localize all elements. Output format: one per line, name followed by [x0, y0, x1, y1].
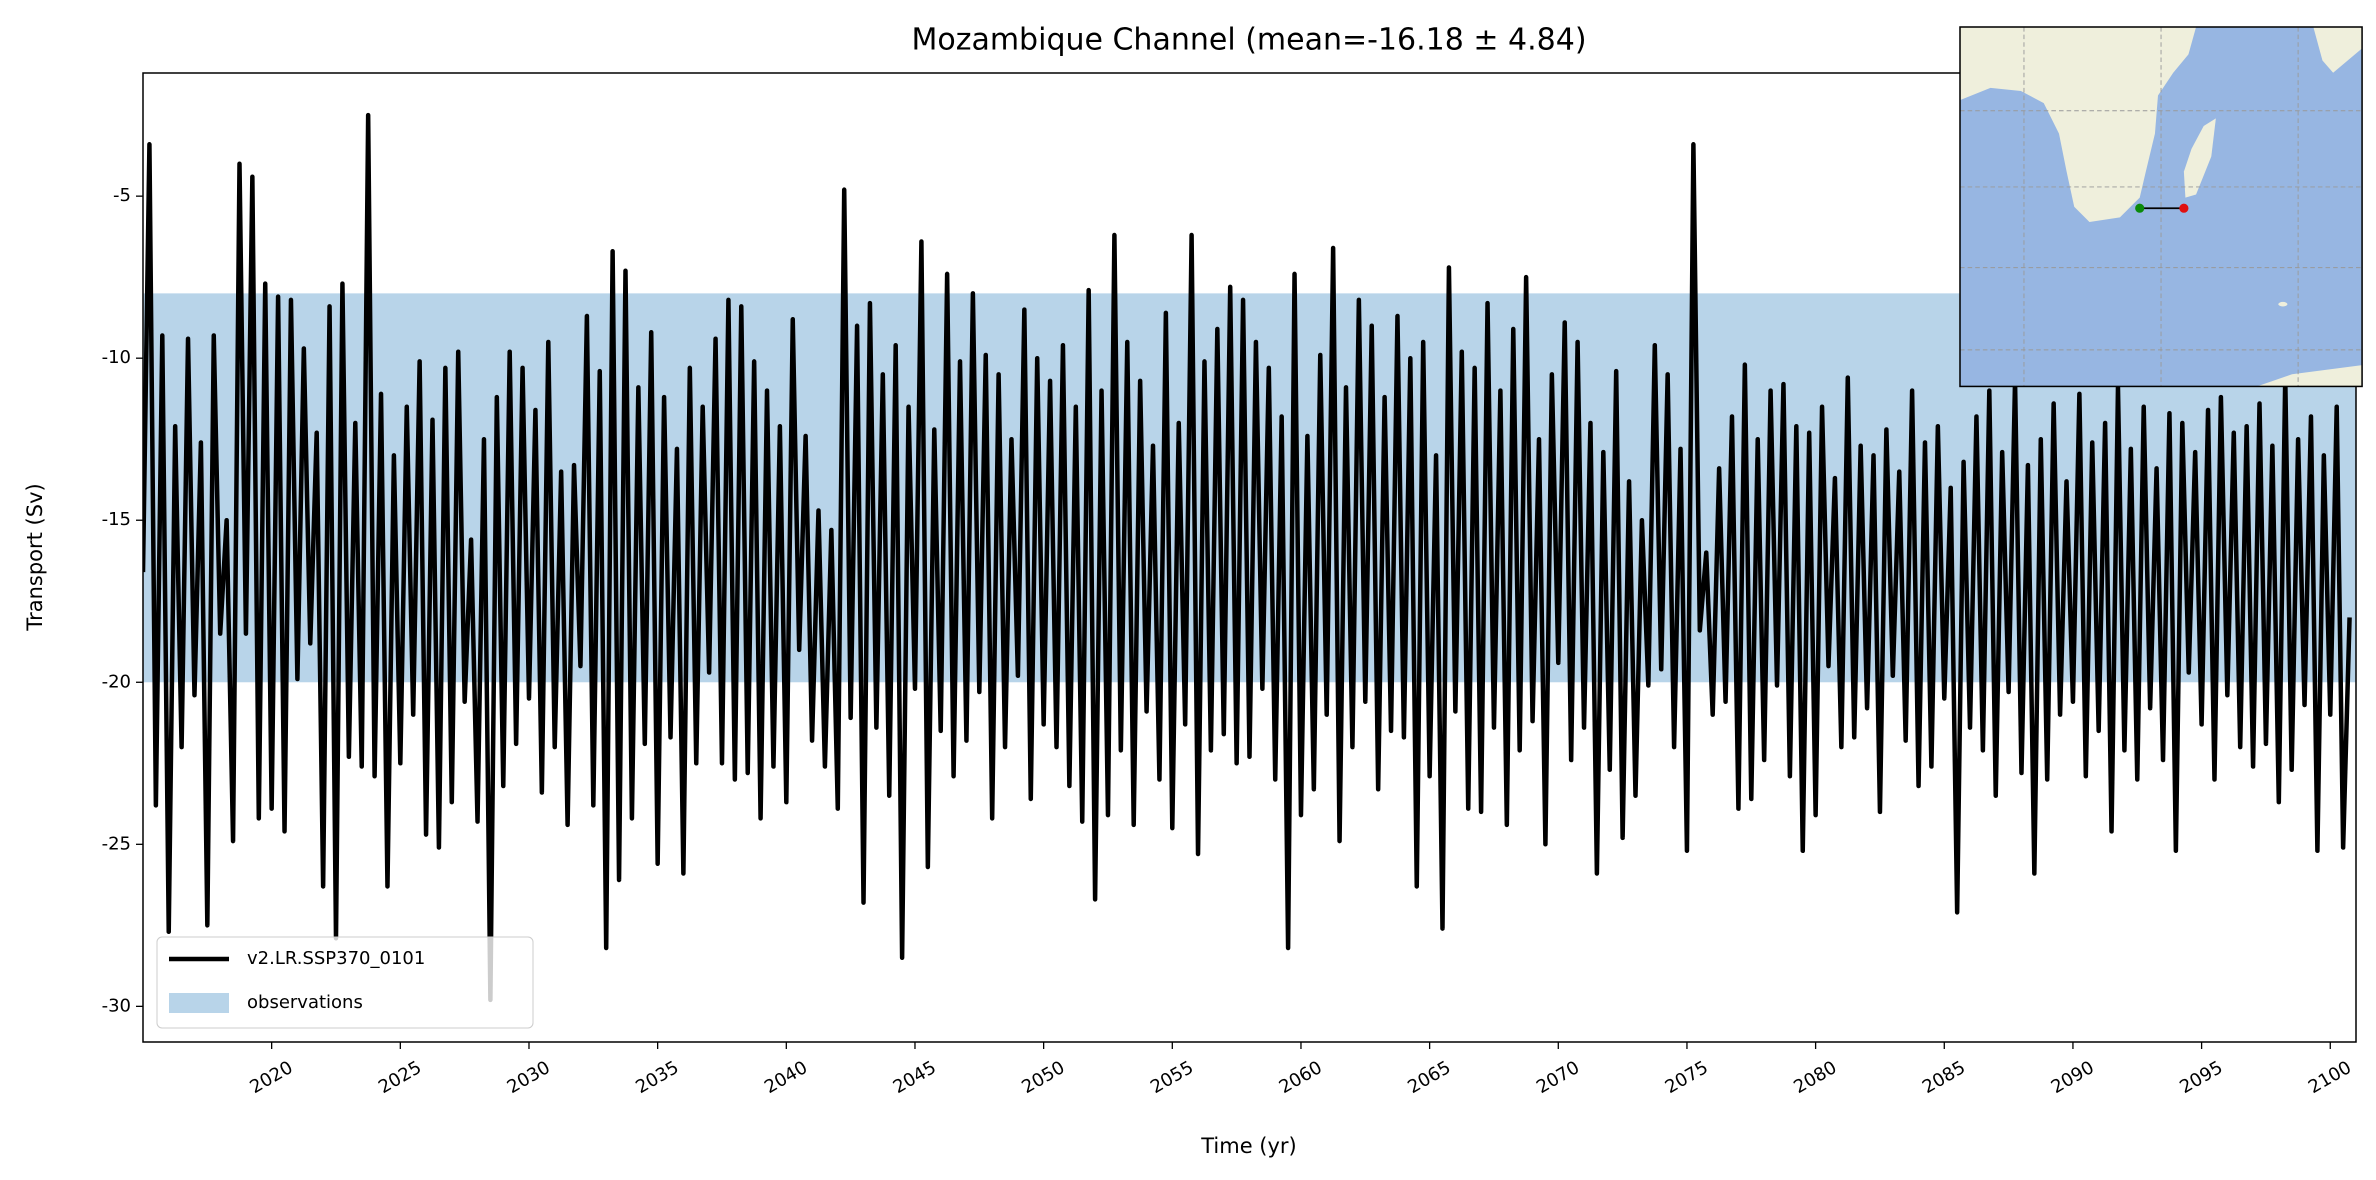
inset-map [1959, 26, 2363, 388]
y-tick-label: -30 [102, 995, 131, 1016]
x-tick-label: 2065 [1404, 1057, 1454, 1098]
y-tick-label: -15 [102, 509, 131, 530]
map-start-point [2135, 203, 2145, 213]
x-tick-label: 2060 [1276, 1057, 1326, 1098]
map-grid [1960, 27, 2363, 387]
x-tick-label: 2090 [2048, 1057, 2098, 1098]
legend-label: v2.LR.SSP370_0101 [247, 948, 425, 969]
map-frame [1959, 26, 2363, 388]
legend-box [156, 936, 534, 1029]
x-tick-label: 2070 [1533, 1057, 1583, 1098]
x-tick-label: 2020 [246, 1057, 296, 1098]
x-tick-label: 2030 [504, 1057, 554, 1098]
map-end-point [2179, 203, 2189, 213]
x-tick-label: 2075 [1662, 1057, 1712, 1098]
series-line [143, 112, 2352, 1003]
chart-title: Mozambique Channel (mean=-16.18 ± 4.84) [911, 23, 1586, 58]
x-tick-label: 2100 [2305, 1057, 2355, 1098]
map-land [1960, 27, 2197, 222]
legend: v2.LR.SSP370_0101 observations [156, 936, 534, 1029]
x-tick-label: 2025 [375, 1057, 425, 1098]
map-land [2313, 27, 2363, 73]
x-tick-label: 2080 [1790, 1057, 1840, 1098]
map-land [2256, 365, 2363, 387]
legend-label: observations [247, 992, 363, 1013]
x-tick-label: 2050 [1018, 1057, 1068, 1098]
x-tick-label: 2045 [890, 1057, 940, 1098]
x-tick-label: 2055 [1147, 1057, 1197, 1098]
map-land [2183, 118, 2216, 198]
legend-patch [169, 993, 229, 1013]
x-tick-label: 2035 [632, 1057, 682, 1098]
y-axis-label: Transport (Sv) [23, 483, 47, 631]
x-tick-label: 2040 [761, 1057, 811, 1098]
axes-frame [142, 72, 2357, 1043]
y-tick-label: -10 [102, 347, 131, 368]
map-land [2278, 301, 2288, 307]
x-axis-label: Time (yr) [1200, 1134, 1297, 1158]
x-tick-label: 2085 [1919, 1057, 1969, 1098]
x-tick-label: 2095 [2176, 1057, 2226, 1098]
y-tick-label: -5 [113, 185, 131, 206]
y-tick-label: -20 [102, 671, 131, 692]
y-tick-label: -25 [102, 833, 131, 854]
